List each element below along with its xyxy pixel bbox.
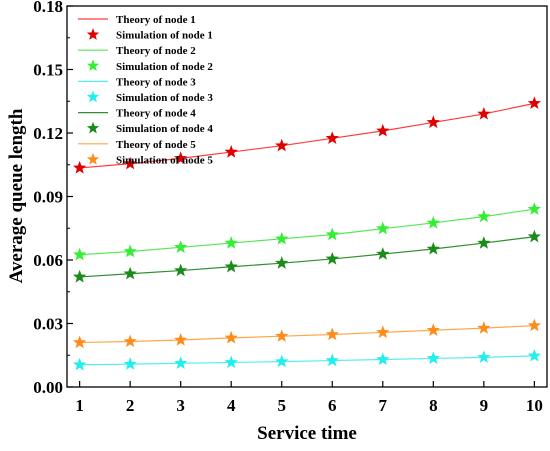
simulation-of-node-5-legend-swatch <box>86 152 100 165</box>
theory-of-node-2-line <box>79 208 535 256</box>
theory-of-node-2-legend-label: Theory of node 2 <box>116 45 196 57</box>
simulation-of-node-5-point <box>275 329 289 342</box>
simulation-of-node-3-point <box>275 354 289 368</box>
simulation-of-node-2-point <box>376 221 390 235</box>
simulation-of-node-1-legend-label: Simulation of node 1 <box>116 30 213 42</box>
y-axis-title: Average queue length <box>6 108 27 283</box>
plot-frame <box>66 5 548 388</box>
simulation-of-node-4-point <box>376 247 390 260</box>
theory-of-node-5-line <box>79 325 535 344</box>
simulation-of-node-5-point <box>477 321 491 334</box>
simulation-of-node-1-point <box>477 106 491 120</box>
simulation-of-node-5-point <box>527 318 542 332</box>
x-tick-label: 5 <box>277 396 286 415</box>
theory-of-node-4-line <box>79 236 535 278</box>
simulation-of-node-1-legend-swatch <box>86 28 100 40</box>
simulation-of-node-4-legend-label: Simulation of node 4 <box>116 123 213 135</box>
y-tick-label: 0.09 <box>33 188 63 207</box>
simulation-of-node-3-legend-label: Simulation of node 3 <box>116 92 213 104</box>
plot-layer <box>72 96 542 371</box>
simulation-of-node-2-point <box>275 231 289 245</box>
x-tick-label: 4 <box>227 396 236 415</box>
theory-of-node-3-line <box>79 355 535 366</box>
simulation-of-node-1-point <box>426 115 440 129</box>
x-tick-label: 7 <box>379 396 388 415</box>
simulation-of-node-1-point <box>275 138 289 152</box>
simulation-of-node-3-point <box>376 352 390 366</box>
x-tick-label: 6 <box>328 396 337 415</box>
simulation-of-node-5-point <box>426 323 440 336</box>
x-tick-label: 3 <box>176 396 185 415</box>
simulation-of-node-4-point <box>426 241 440 255</box>
x-tick-label: 8 <box>429 396 438 415</box>
x-axis-title: Service time <box>257 423 357 444</box>
theory-of-node-4-legend-label: Theory of node 4 <box>116 108 196 120</box>
y-tick-label: 0.03 <box>33 315 63 334</box>
simulation-of-node-4-point <box>477 236 491 249</box>
simulation-of-node-2-point <box>174 240 188 253</box>
simulation-of-node-3-point <box>224 355 238 369</box>
x-tick-label: 10 <box>526 396 543 415</box>
simulation-of-node-4-point <box>224 259 238 273</box>
simulation-of-node-5-point <box>376 325 390 339</box>
theory-of-node-1-legend-label: Theory of node 1 <box>116 14 196 26</box>
y-tick-label: 0.12 <box>33 124 63 143</box>
x-tick-label: 2 <box>126 396 135 415</box>
simulation-of-node-4-point <box>325 251 339 265</box>
simulation-of-node-3-point <box>123 357 137 370</box>
simulation-of-node-3-legend-swatch <box>86 90 100 103</box>
simulation-of-node-5-point <box>174 333 188 346</box>
simulation-of-node-2-legend-label: Simulation of node 2 <box>116 61 213 73</box>
simulation-of-node-2-point <box>477 209 491 223</box>
simulation-of-node-5-point <box>224 330 238 344</box>
simulation-of-node-5-point <box>325 327 339 341</box>
simulation-of-node-1-point <box>72 160 87 174</box>
legend: Theory of node 1 Simulation of node 1 Theo… <box>78 14 213 166</box>
y-tick-label: 0.00 <box>33 378 63 397</box>
simulation-of-node-2-point <box>325 227 339 241</box>
simulation-of-node-4-point <box>174 263 188 277</box>
simulation-of-node-3-point <box>174 356 188 369</box>
simulation-of-node-3-point <box>477 350 491 364</box>
simulation-of-node-5-point <box>123 334 137 348</box>
simulation-of-node-5-legend-label: Simulation of node 5 <box>116 154 213 166</box>
theory-of-node-1-line <box>79 102 535 169</box>
simulation-of-node-4-point <box>527 229 542 243</box>
y-tick-label: 0.15 <box>33 61 63 80</box>
simulation-of-node-2-point <box>72 247 87 261</box>
simulation-of-node-2-point <box>426 215 440 229</box>
simulation-of-node-1-point <box>123 156 137 170</box>
axis-layer: 0.00 0.03 0.06 0.09 0.12 0.15 0.18 1 2 3 4 5 6 7 8 9 10 <box>33 0 543 415</box>
x-tick-label: 1 <box>75 396 84 415</box>
x-tick-label: 9 <box>480 396 489 415</box>
theory-of-node-3-legend-label: Theory of node 3 <box>116 76 196 88</box>
y-tick-label: 0.06 <box>33 251 63 270</box>
simulation-of-node-4-point <box>123 266 137 280</box>
simulation-of-node-3-point <box>527 348 542 362</box>
simulation-of-node-2-point <box>527 202 542 215</box>
y-tick-label: 0.18 <box>33 0 63 16</box>
simulation-of-node-2-legend-swatch <box>86 59 100 72</box>
simulation-of-node-1-point <box>174 151 188 165</box>
simulation-of-node-3-point <box>72 357 87 371</box>
simulation-of-node-2-point <box>224 236 238 249</box>
simulation-of-node-4-point <box>275 256 289 269</box>
simulation-of-node-3-point <box>426 351 440 365</box>
simulation-of-node-2-point <box>123 244 137 258</box>
simulation-of-node-5-point <box>72 335 87 349</box>
simulation-of-node-1-point <box>527 96 542 110</box>
simulation-of-node-1-point <box>224 145 238 158</box>
simulation-of-node-4-legend-swatch <box>86 121 100 134</box>
theory-of-node-5-legend-label: Theory of node 5 <box>116 139 196 151</box>
simulation-of-node-1-point <box>325 131 339 144</box>
simulation-of-node-4-point <box>72 269 87 283</box>
simulation-of-node-1-point <box>376 123 390 137</box>
simulation-of-node-3-point <box>325 353 339 367</box>
